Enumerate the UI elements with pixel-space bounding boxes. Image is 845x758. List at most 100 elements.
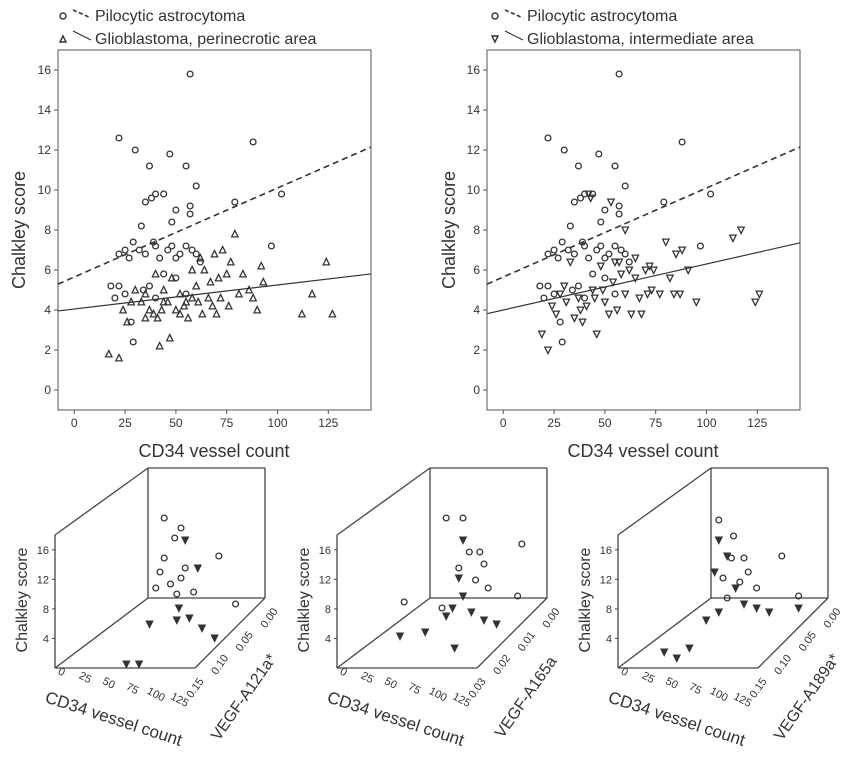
x-axis: 0 25 50 75 100 125: [71, 410, 339, 430]
data-point-glioblastoma: [145, 305, 154, 314]
data-point-glioblastoma: [665, 274, 675, 283]
cube-edge: [617, 597, 712, 669]
x-tick-label: 25: [77, 670, 93, 686]
fit-lines: [57, 146, 372, 312]
data-point-glioblastoma: [175, 289, 185, 298]
data-point-pilocytic: [544, 250, 552, 258]
y-tick-label: 0: [44, 383, 51, 397]
data-point-glioblastoma: [590, 294, 599, 303]
legend-line-glioblastoma: [72, 30, 92, 41]
data-point-pilocytic: [152, 242, 160, 250]
data-point-pilocytic: [164, 246, 172, 254]
z-tick-label: 8: [43, 604, 49, 616]
data-point-glioblastoma: [479, 616, 489, 625]
data-point-pilocytic: [550, 246, 558, 254]
data-point-glioblastoma: [598, 286, 608, 295]
data-point-glioblastoma: [395, 632, 405, 641]
x-tick-label: 0: [71, 416, 78, 430]
y-tick-label: 10: [38, 183, 52, 197]
z-tick-label: 4: [43, 633, 49, 645]
x-tick-label: 0: [500, 416, 507, 430]
x-axis-label: CD34 vessel count: [138, 441, 289, 461]
data-point-glioblastoma: [596, 262, 606, 271]
data-point-pilocytic: [581, 242, 589, 250]
data-point-pilocytic: [278, 190, 286, 198]
data-point-glioblastoma: [647, 286, 656, 295]
y-tick-label: 0.15: [184, 676, 206, 700]
data-point-pilocytic: [615, 210, 623, 218]
data-point-pilocytic: [480, 560, 488, 568]
fit-line-pilocytic: [57, 146, 372, 285]
data-point-pilocytic: [249, 138, 257, 146]
data-point-glioblastoma: [739, 600, 749, 609]
y-tick-label: 0.10: [209, 653, 231, 677]
data-point-glioblastoma: [641, 266, 650, 275]
data-point-glioblastoma: [175, 309, 185, 318]
data-point-glioblastoma: [259, 277, 268, 286]
data-point-pilocytic: [107, 282, 115, 290]
legend: Pilocytic astrocytoma Glioblastoma, peri…: [58, 8, 317, 48]
y-tick-label: 0.00: [540, 606, 562, 630]
data-point-pilocytic: [111, 294, 119, 302]
data-point-pilocytic: [400, 598, 408, 606]
data-point-glioblastoma: [206, 277, 215, 286]
data-point-glioblastoma: [584, 190, 593, 199]
data-point-pilocytic: [147, 194, 156, 202]
data-point-glioblastoma: [222, 269, 231, 278]
data-point-pilocytic: [566, 222, 574, 230]
data-point-glioblastoma: [492, 620, 501, 629]
legend-line-pilocytic: [504, 9, 524, 19]
data-point-pilocytic: [518, 540, 526, 548]
y-tick-label: 0: [473, 383, 480, 397]
data-point-pilocytic: [465, 548, 473, 556]
data-point-pilocytic: [753, 584, 761, 592]
data-point-glioblastoma: [141, 313, 150, 322]
z-axis: 4 8 12 16: [319, 545, 337, 645]
data-point-glioblastoma: [625, 266, 634, 275]
data-point-pilocytic: [795, 592, 803, 600]
data-point-pilocytic: [595, 150, 603, 158]
y-tick-label: 4: [44, 303, 51, 317]
data-point-pilocytic: [145, 282, 154, 290]
data-point-pilocytic: [166, 150, 174, 158]
data-point-glioblastoma: [643, 290, 652, 299]
legend-label-glioblastoma: Glioblastoma, perinecrotic area: [95, 31, 317, 48]
data-point-glioblastoma: [204, 293, 213, 302]
data-point-glioblastoma: [122, 660, 131, 669]
data-point-pilocytic: [171, 534, 179, 542]
y-tick-label: 0.02: [491, 653, 513, 677]
y-tick-label: 14: [38, 103, 52, 117]
data-point-glioblastoma: [570, 314, 579, 323]
data-point-pilocytic: [597, 218, 605, 226]
data-point-pilocytic: [574, 162, 583, 170]
data-point-pilocytic: [231, 198, 239, 206]
data-point-glioblastoma: [322, 257, 331, 266]
legend: Pilocytic astrocytoma Glioblastoma, inte…: [490, 8, 754, 48]
data-point-glioblastoma: [755, 290, 764, 299]
legend-label-pilocytic: Pilocytic astrocytoma: [527, 8, 677, 25]
data-point-glioblastoma: [252, 305, 262, 314]
data-point-pilocytic: [192, 250, 200, 258]
data-point-glioblastoma: [547, 302, 557, 311]
x-tick-label: 75: [687, 681, 703, 697]
data-point-pilocytic: [564, 246, 572, 254]
data-point-pilocytic: [141, 198, 149, 206]
z-axis-label: Chalkley score: [577, 547, 594, 652]
data-point-pilocytic: [131, 146, 139, 154]
data-point-pilocytic: [615, 202, 623, 210]
x-tick-label: 25: [118, 416, 132, 430]
data-point-glioblastoma: [728, 234, 738, 243]
data-point-glioblastoma: [159, 285, 168, 294]
y-tick-label: 2: [473, 343, 480, 357]
data-point-pilocytic: [540, 294, 548, 302]
data-point-glioblastoma: [751, 298, 760, 307]
y-tick-label: 0.15: [747, 676, 769, 700]
z-axis-label: Chalkley score: [14, 547, 31, 652]
data-point-glioblastoma: [669, 290, 679, 299]
data-point-glioblastoma: [198, 309, 207, 318]
data-point-glioblastoma: [172, 616, 182, 625]
data-point-pilocytic: [740, 554, 748, 562]
x-tick-label: 25: [547, 416, 561, 430]
data-point-glioblastoma: [588, 286, 597, 295]
data-point-pilocytic: [166, 580, 175, 588]
